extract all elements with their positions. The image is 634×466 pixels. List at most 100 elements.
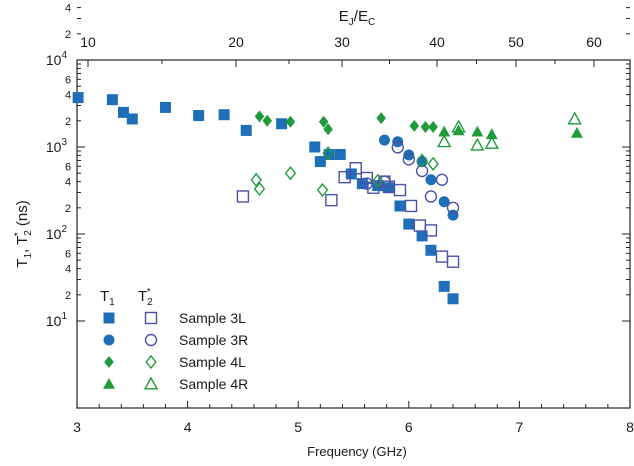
sample-4l-t1-point	[318, 115, 329, 128]
sample-4r-t1-point	[438, 125, 451, 137]
legend: T1 T2* Sample 3L Sample 3R Sample 4L Sample 4…	[100, 287, 248, 392]
sample-3l-t1-point	[447, 293, 459, 305]
sample-3l-t2--point	[424, 224, 438, 237]
sample-4r-t2--point	[484, 135, 499, 149]
y-major-label: 102	[46, 224, 68, 242]
y-minor-label: 4	[65, 177, 71, 189]
legend-marker-t1	[104, 356, 114, 368]
x-tick-label: 3	[73, 419, 81, 435]
sample-4r-t2--point	[567, 111, 582, 125]
sample-3l-t1-point	[394, 200, 406, 212]
sample-3r-t1-point	[438, 196, 450, 208]
sample-4l-t1-point	[409, 119, 420, 132]
sample-3l-t2--point	[435, 250, 449, 263]
legend-header-t2: T2*	[138, 287, 153, 308]
x-axis-title: Frequency (GHz)	[307, 444, 407, 459]
sample-3r-t2--point	[402, 153, 415, 166]
sample-4r-t1-point	[570, 126, 583, 138]
sample-4l-t2--point	[250, 172, 262, 187]
y-minor-label: 4	[65, 90, 71, 102]
sample-3r-t1-point	[378, 134, 390, 146]
x-tick-label: 5	[294, 419, 302, 435]
legend-marker-t1	[103, 378, 115, 389]
axis-ticks	[76, 7, 631, 408]
sample-3l-t2--point	[446, 255, 460, 268]
y-minor-label: 2	[65, 116, 71, 128]
sample-3l-t1-point	[276, 118, 288, 130]
top-tick-label: 30	[334, 34, 350, 50]
sample-4l-t1-point	[428, 120, 438, 133]
y-minor-label: 6	[65, 74, 71, 86]
sample-4l-t2--point	[427, 156, 439, 171]
sample-3r-t2--point	[446, 201, 460, 215]
x-tick-label: 6	[405, 419, 413, 435]
sample-3l-t1-point	[72, 92, 84, 104]
sample-3l-t1-point	[403, 218, 415, 230]
sample-3l-t1-point	[159, 101, 171, 113]
data-marks	[72, 92, 583, 305]
sample-3l-t1-point	[117, 106, 129, 118]
y-major-label: 103	[46, 137, 68, 155]
sample-3r-t1-point	[403, 149, 415, 161]
y-minor-label: 2	[65, 203, 71, 215]
sample-3l-t2--point	[413, 219, 427, 232]
sample-3l-t2--point	[325, 193, 338, 207]
top-tick-label: 50	[508, 34, 524, 50]
sample-4l-t1-point	[254, 110, 265, 123]
sample-4l-t2--point	[372, 173, 384, 188]
sample-3r-t2--point	[360, 177, 373, 190]
sample-3l-t1-point	[314, 156, 326, 168]
top-axis-title: EJ/EC	[339, 8, 375, 28]
y-axis-title: T1, T2* (ns)	[13, 200, 34, 267]
sample-3r-t2--point	[424, 190, 438, 203]
sample-4l-t1-point	[376, 112, 386, 125]
sample-3r-t2--point	[391, 141, 404, 154]
legend-label: Sample 3R	[179, 332, 248, 348]
sample-3l-t2--point	[404, 199, 418, 213]
sample-3l-t1-point	[438, 280, 450, 292]
legend-marker-t2	[144, 311, 158, 325]
sample-4r-t2--point	[451, 119, 466, 133]
legend-label: Sample 4L	[179, 354, 246, 370]
y-minor-label: 6	[65, 248, 71, 260]
sample-3l-t1-point	[126, 113, 138, 125]
sample-4l-t2--point	[416, 153, 428, 168]
y-major-label: 101	[46, 311, 68, 329]
sample-4l-t2--point	[284, 166, 297, 181]
y-minor-label: 4	[65, 264, 71, 276]
sample-3l-t1-point	[425, 244, 437, 256]
y-minor-label: 4	[65, 3, 71, 15]
sample-4l-t1-point	[323, 123, 333, 136]
sample-4r-t1-point	[471, 125, 484, 137]
sample-4l-t2--point	[322, 146, 334, 161]
sample-4r-t1-point	[452, 124, 465, 136]
y-minor-label: 2	[65, 290, 71, 302]
x-tick-label: 8	[626, 419, 634, 435]
x-tick-label: 4	[184, 419, 192, 435]
legend-marker-t1	[103, 334, 115, 346]
top-tick-label: 60	[586, 34, 602, 50]
sample-3r-t2--point	[378, 175, 391, 188]
sample-3l-t1-point	[106, 94, 118, 106]
sample-3l-t1-point	[334, 148, 346, 160]
sample-4l-t1-point	[262, 114, 273, 127]
x-tick-label: 7	[516, 419, 524, 435]
sample-3l-t2--point	[236, 190, 250, 203]
sample-3l-t2--point	[393, 183, 407, 197]
sample-3l-t1-point	[240, 124, 252, 136]
sample-4l-t1-point	[285, 115, 296, 128]
sample-4r-t2--point	[470, 137, 485, 151]
top-tick-label: 40	[429, 34, 445, 50]
top-tick-label: 20	[228, 34, 244, 50]
legend-marker-t2	[145, 354, 157, 370]
sample-3l-t1-point	[323, 148, 335, 160]
axis-labels: Frequency (GHz) 3 4 5 6 7 8 10 20 30 40 50 60 EJ/EC 2…	[13, 3, 634, 459]
sample-3l-t1-point	[309, 141, 321, 153]
legend-marker-t2	[144, 333, 158, 347]
legend-header-t1: T1	[100, 288, 115, 308]
sample-3r-t1-point	[425, 174, 437, 186]
sample-4l-t2--point	[316, 182, 329, 198]
legend-marker-t2	[143, 376, 159, 390]
sample-3l-t2--point	[360, 171, 373, 185]
